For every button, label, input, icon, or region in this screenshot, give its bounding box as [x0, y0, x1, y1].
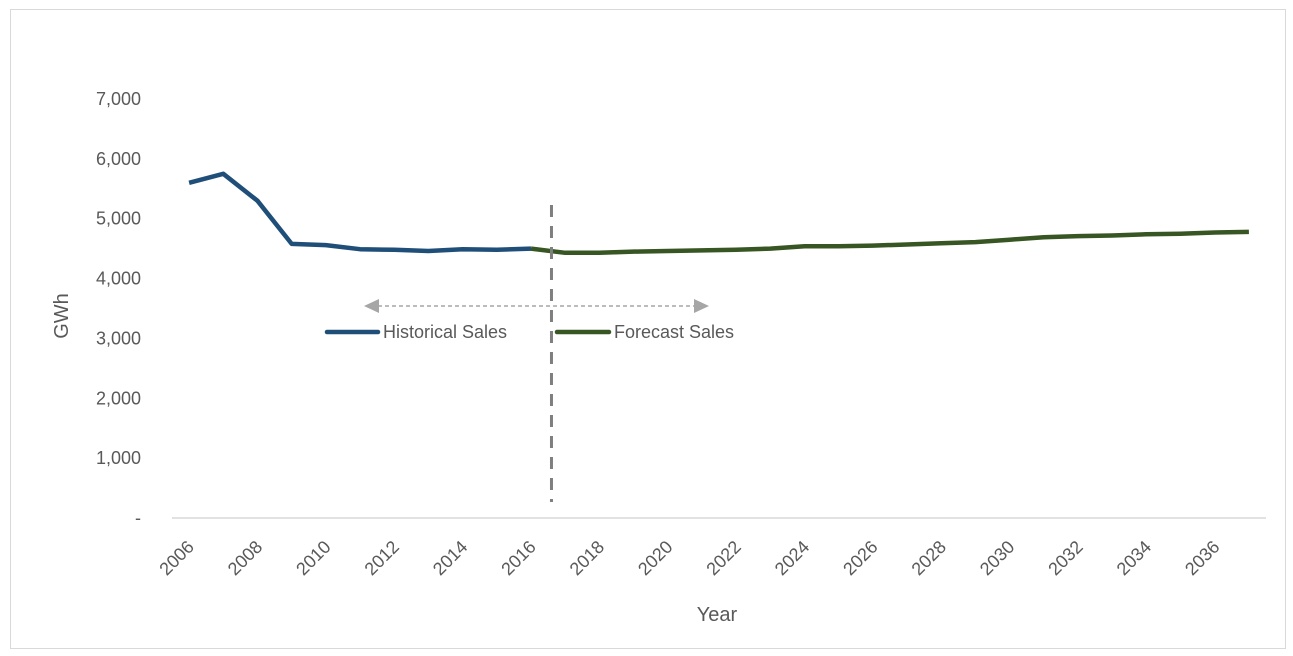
y-tick-label: 7,000 [96, 89, 141, 109]
x-tick-label: 2032 [1044, 537, 1086, 579]
arrow-head-left [364, 299, 379, 313]
y-tick-label: 1,000 [96, 448, 141, 468]
x-tick-label: 2034 [1113, 537, 1155, 579]
chart-frame [10, 9, 1286, 649]
y-axis-ticks: - 1,000 2,000 3,000 4,000 5,000 6,000 7,000 [96, 89, 141, 528]
x-tick-label: 2018 [566, 537, 608, 579]
series-line-forecast [530, 229, 1249, 256]
x-tick-label: 2006 [155, 537, 197, 579]
y-tick-label: - [135, 508, 141, 528]
x-tick-label: 2016 [497, 537, 539, 579]
arrow-head-right [694, 299, 709, 313]
series-line-historical [188, 171, 532, 254]
y-axis-title: GWh [51, 293, 73, 339]
y-tick-label: 5,000 [96, 209, 141, 229]
y-tick-label: 3,000 [96, 328, 141, 348]
period-arrow [364, 299, 709, 313]
x-tick-label: 2030 [976, 537, 1018, 579]
y-tick-label: 2,000 [96, 388, 141, 408]
series-layer [188, 171, 1250, 256]
x-tick-label: 2026 [839, 537, 881, 579]
legend-label-historical: Historical Sales [383, 322, 507, 342]
y-tick-label: 4,000 [96, 269, 141, 289]
x-tick-label: 2028 [908, 537, 950, 579]
x-tick-label: 2014 [429, 537, 471, 579]
x-axis-title: Year [697, 604, 738, 626]
x-axis-ticks: 2006 2008 2010 2012 2014 2016 2018 2020 2022 2024… [155, 537, 1223, 579]
x-tick-label: 2022 [702, 537, 744, 579]
legend-label-forecast: Forecast Sales [614, 322, 734, 342]
x-tick-label: 2020 [634, 537, 676, 579]
x-tick-label: 2012 [361, 537, 403, 579]
x-tick-label: 2008 [224, 537, 266, 579]
y-tick-label: 6,000 [96, 149, 141, 169]
legend: Historical Sales Forecast Sales [324, 322, 734, 342]
x-tick-label: 2024 [771, 537, 813, 579]
x-tick-label: 2010 [292, 537, 334, 579]
x-tick-label: 2036 [1181, 537, 1223, 579]
